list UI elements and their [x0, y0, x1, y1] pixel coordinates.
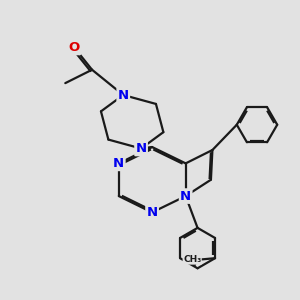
- Text: CH₃: CH₃: [183, 255, 201, 264]
- Text: N: N: [113, 157, 124, 170]
- Text: N: N: [146, 206, 158, 219]
- Text: N: N: [136, 142, 147, 155]
- Text: N: N: [180, 190, 191, 202]
- Text: O: O: [69, 41, 80, 54]
- Text: N: N: [118, 88, 129, 101]
